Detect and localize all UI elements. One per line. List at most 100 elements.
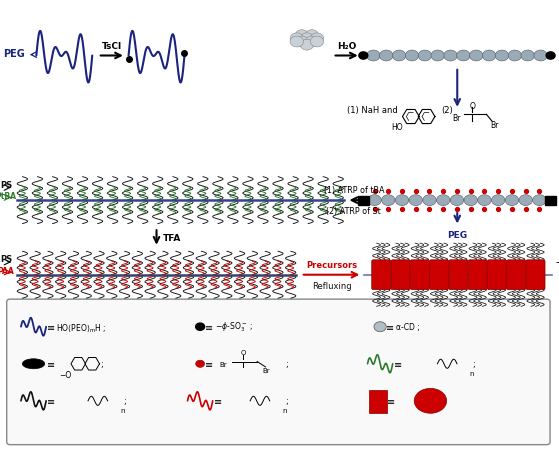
Text: PS: PS <box>1 180 13 189</box>
Text: Br: Br <box>491 121 499 130</box>
Text: (2) ATRP of St: (2) ATRP of St <box>326 207 381 216</box>
Circle shape <box>521 51 534 62</box>
Circle shape <box>451 195 464 206</box>
Bar <box>358 196 369 205</box>
Circle shape <box>495 51 509 62</box>
Circle shape <box>295 31 309 41</box>
Circle shape <box>305 37 319 48</box>
Circle shape <box>444 51 457 62</box>
Circle shape <box>310 34 324 45</box>
Circle shape <box>290 37 304 48</box>
Text: −O: −O <box>59 370 71 379</box>
FancyBboxPatch shape <box>506 260 525 290</box>
Text: ≡: ≡ <box>387 396 395 406</box>
Circle shape <box>300 34 314 45</box>
Text: ;: ; <box>101 359 103 368</box>
Circle shape <box>478 195 491 206</box>
Circle shape <box>437 195 450 206</box>
Circle shape <box>196 323 205 331</box>
Text: TsCl: TsCl <box>102 42 122 51</box>
Bar <box>545 196 556 205</box>
Circle shape <box>464 195 477 206</box>
Text: ≡: ≡ <box>214 396 222 406</box>
Text: Br: Br <box>453 114 461 123</box>
Circle shape <box>409 195 423 206</box>
Circle shape <box>382 195 395 206</box>
Text: ≡: ≡ <box>205 322 213 332</box>
Circle shape <box>367 51 380 62</box>
Text: Precursors: Precursors <box>306 260 357 269</box>
Circle shape <box>392 51 406 62</box>
Text: PS: PS <box>1 255 13 264</box>
Circle shape <box>546 53 555 60</box>
Text: ;: ; <box>472 359 475 368</box>
Circle shape <box>300 40 314 51</box>
Circle shape <box>491 195 505 206</box>
FancyBboxPatch shape <box>449 260 468 290</box>
Text: Br: Br <box>219 361 227 368</box>
Text: ≡: ≡ <box>48 322 55 332</box>
Text: n: n <box>120 407 125 413</box>
Text: →PS: →PS <box>556 257 559 266</box>
Text: Refluxing: Refluxing <box>312 281 351 290</box>
Text: ≡: ≡ <box>205 359 213 369</box>
Bar <box>369 390 387 414</box>
Text: α-CD ;: α-CD ; <box>396 322 419 331</box>
Circle shape <box>534 51 547 62</box>
Ellipse shape <box>22 359 45 369</box>
Circle shape <box>295 37 309 48</box>
Circle shape <box>431 51 444 62</box>
FancyBboxPatch shape <box>372 260 391 290</box>
Text: ;: ; <box>285 396 288 405</box>
Circle shape <box>418 51 432 62</box>
Text: O: O <box>240 350 246 356</box>
Text: PEG: PEG <box>3 49 25 59</box>
Text: Br: Br <box>263 367 271 373</box>
Text: $-\phi$-SO$_3^-$ ;: $-\phi$-SO$_3^-$ ; <box>215 320 253 334</box>
Text: (1) NaH and: (1) NaH and <box>347 106 397 115</box>
FancyBboxPatch shape <box>429 260 448 290</box>
Circle shape <box>368 195 381 206</box>
Text: O: O <box>470 101 475 110</box>
Text: HO$\sf\langle$PEO$\sf\rangle_m$H ;: HO$\sf\langle$PEO$\sf\rangle_m$H ; <box>56 321 106 333</box>
Ellipse shape <box>414 388 447 413</box>
Text: ;: ; <box>123 396 126 405</box>
FancyBboxPatch shape <box>7 299 550 445</box>
Circle shape <box>470 51 483 62</box>
Circle shape <box>533 195 546 206</box>
FancyBboxPatch shape <box>391 260 410 290</box>
Text: HO: HO <box>391 123 403 132</box>
Circle shape <box>359 53 368 60</box>
FancyBboxPatch shape <box>526 260 545 290</box>
Circle shape <box>405 51 419 62</box>
Text: ;: ; <box>285 359 288 368</box>
Text: PAA: PAA <box>0 266 14 275</box>
Circle shape <box>508 51 522 62</box>
Text: H₂O: H₂O <box>337 42 356 51</box>
Circle shape <box>395 195 409 206</box>
Circle shape <box>505 195 519 206</box>
Text: n: n <box>282 407 287 413</box>
Circle shape <box>196 360 205 368</box>
Circle shape <box>423 195 436 206</box>
Text: ≡: ≡ <box>394 359 402 369</box>
Text: n: n <box>470 370 474 376</box>
Text: PEG: PEG <box>447 230 467 239</box>
Text: (1) ATRP of tBA: (1) ATRP of tBA <box>324 186 384 195</box>
Circle shape <box>305 31 319 41</box>
Text: (2): (2) <box>442 106 453 115</box>
Circle shape <box>310 37 324 48</box>
Circle shape <box>482 51 496 62</box>
FancyBboxPatch shape <box>487 260 506 290</box>
Text: PtBA: PtBA <box>0 192 16 201</box>
Circle shape <box>380 51 393 62</box>
FancyBboxPatch shape <box>410 260 429 290</box>
Circle shape <box>519 195 532 206</box>
Text: ≡: ≡ <box>386 322 394 332</box>
Circle shape <box>290 34 304 45</box>
Text: ≡: ≡ <box>48 396 55 406</box>
Text: TFA: TFA <box>163 234 182 242</box>
Circle shape <box>457 51 470 62</box>
Circle shape <box>374 322 386 332</box>
FancyBboxPatch shape <box>468 260 487 290</box>
